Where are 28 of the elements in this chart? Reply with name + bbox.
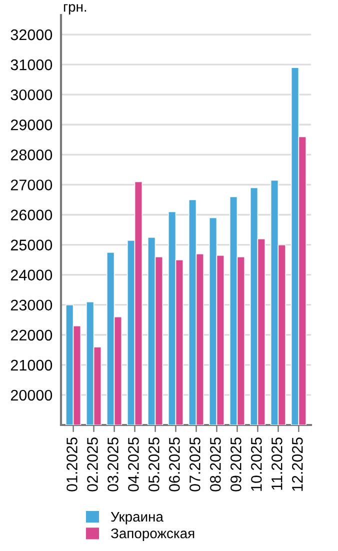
x-tick-label: 11.2025 [271, 437, 282, 490]
x-tick-label: 08.2025 [210, 437, 221, 492]
x-tick-label: 12.2025 [292, 437, 303, 491]
y-tick-label: 25000 [10, 240, 52, 250]
y-tick-label: 23000 [10, 300, 52, 311]
y-tick-label: 24000 [10, 270, 52, 281]
legend-label: Запорожская [111, 528, 194, 542]
x-tick-label: 10.2025 [251, 437, 262, 491]
y-tick-label: 32000 [10, 29, 52, 40]
y-tick-label: 21000 [10, 360, 52, 371]
y-tick-label: 31000 [10, 59, 52, 70]
x-tick-label: 03.2025 [108, 437, 118, 492]
y-tick-label: 27000 [10, 180, 52, 190]
x-tick-label: 02.2025 [87, 437, 98, 492]
y-axis-title: грн. [64, 4, 86, 14]
x-tick-label: 07.2025 [190, 437, 200, 492]
x-tick-label: 04.2025 [128, 437, 139, 492]
y-tick-label: 26000 [10, 210, 52, 220]
x-tick-label: 01.2025 [66, 437, 78, 492]
y-tick-label: 29000 [10, 120, 52, 130]
legend-label: Украина [110, 512, 164, 524]
x-tick-label: 09.2025 [230, 437, 242, 492]
y-tick-label: 30000 [10, 89, 52, 100]
y-tick-label: 22000 [10, 330, 52, 341]
x-tick-label: 06.2025 [169, 437, 180, 492]
y-tick-label: 20000 [10, 390, 52, 401]
x-tick-label: 05.2025 [148, 437, 160, 492]
y-tick-label: 28000 [10, 150, 52, 160]
